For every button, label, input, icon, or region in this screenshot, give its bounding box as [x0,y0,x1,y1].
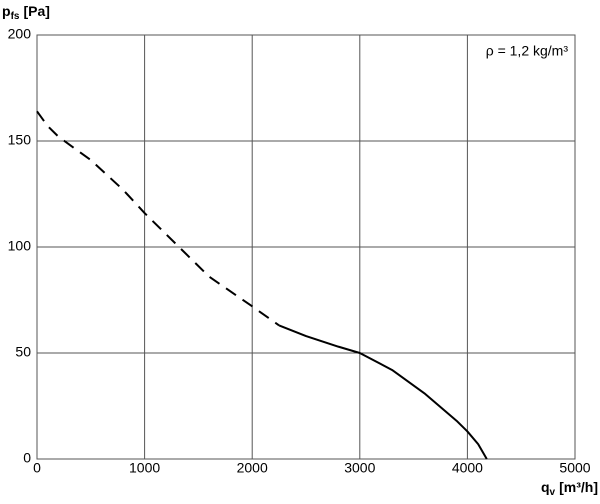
x-tick-label: 3000 [344,460,375,476]
y-tick-label: 100 [8,238,32,254]
x-tick-label: 2000 [237,460,268,476]
x-label-subscript: v [550,487,556,498]
y-label-symbol: p [2,3,11,19]
x-tick-label: 4000 [452,460,483,476]
curve [36,110,280,327]
y-axis-label: pfs [Pa] [2,3,50,22]
x-tick-label: 0 [33,460,41,476]
curve [278,324,488,460]
annotation: ρ = 1,2 kg/m³ [486,43,569,59]
y-tick-label: 0 [23,450,31,466]
x-label-symbol: q [541,479,550,495]
y-label-subscript: fs [11,11,20,22]
x-tick-label: 5000 [559,460,590,476]
y-tick-label: 150 [8,132,32,148]
x-label-unit: [m³/h] [559,479,598,495]
y-tick-label: 50 [15,344,31,360]
x-axis-label: qv [m³/h] [541,479,598,498]
y-label-unit: [Pa] [23,3,49,19]
x-tick-label: 1000 [129,460,160,476]
y-tick-label: 200 [8,26,32,42]
